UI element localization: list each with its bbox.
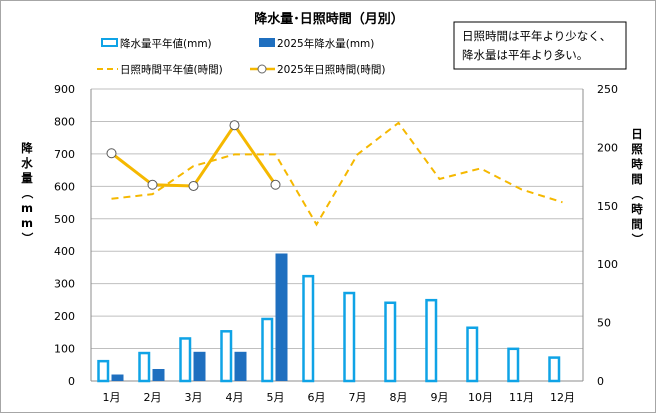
bar-normal-precip xyxy=(343,291,356,383)
bar-2025-precip xyxy=(275,253,288,381)
left-tick-label: 700 xyxy=(54,148,75,161)
annotation-line-2: 降水量は平年より多い。 xyxy=(462,48,588,62)
right-tick-label: 250 xyxy=(597,83,618,96)
left-tick-label: 200 xyxy=(54,310,75,323)
marker-2025-sunshine xyxy=(188,180,199,191)
left-tick-label: 900 xyxy=(54,83,75,96)
marker-2025-sunshine xyxy=(229,120,240,131)
x-tick-label: 4月 xyxy=(226,391,244,404)
legend-swatch-normal-precip xyxy=(101,38,118,47)
x-tick-label: 6月 xyxy=(308,391,326,404)
annotation-box: 日照時間は平年より少なく、 降水量は平年より多い。 xyxy=(453,21,627,70)
y-axis-label-right-char: （ xyxy=(630,188,644,200)
left-tick-label: 800 xyxy=(54,115,75,128)
legend-label-normal-precip: 降水量平年値(mm) xyxy=(120,37,212,50)
left-tick-label: 300 xyxy=(54,278,75,291)
y-axis-label-right-char: 時 xyxy=(631,202,643,216)
bar-normal-precip xyxy=(138,351,151,383)
bar-2025-precip xyxy=(152,368,165,381)
line-normal-sunshine xyxy=(111,121,563,227)
x-tick-label: 7月 xyxy=(349,391,367,404)
y-axis-label-left: 降水量 （ mm ） xyxy=(20,141,34,244)
legend-swatch-2025-precip xyxy=(259,38,275,47)
left-tick-label: 400 xyxy=(54,245,75,258)
marker-2025-sunshine xyxy=(270,179,281,190)
y-axis-label-right-char: 照 xyxy=(631,142,643,156)
right-tick-label: 50 xyxy=(597,317,611,330)
lines xyxy=(106,120,563,227)
right-tick-label: 200 xyxy=(597,141,618,154)
x-tick-label: 12月 xyxy=(550,391,575,404)
left-axis-ticks: 0 100 200 300 400 500 600 700 800 900 xyxy=(54,83,75,388)
right-tick-label: 0 xyxy=(597,375,604,388)
bars xyxy=(97,253,561,383)
x-tick-label: 2月 xyxy=(144,391,162,404)
bar-normal-precip xyxy=(425,298,438,383)
x-tick-label: 10月 xyxy=(468,391,493,404)
y-axis-label-right-char: ） xyxy=(630,233,644,245)
y-axis-label-left-char: 水 xyxy=(21,156,33,170)
legend-item-normal-sunshine: 日照時間平年値(時間) xyxy=(97,63,223,76)
legend-marker-2025-sunshine xyxy=(257,64,267,74)
y-axis-label-left-char: （ xyxy=(20,187,34,199)
x-axis-ticks: 1月 2月 3月 4月 5月 6月 7月 8月 9月 10月 11月 12月 xyxy=(103,391,576,404)
x-tick-label: 5月 xyxy=(267,391,285,404)
x-tick-label: 1月 xyxy=(103,391,121,404)
chart: 降水量･日照時間（月別） 010020030040050060070080090… xyxy=(20,11,644,404)
right-axis-ticks: 0 50 100 150 200 250 xyxy=(597,83,618,388)
bar-normal-precip xyxy=(507,347,520,383)
legend-label-2025-precip: 2025年降水量(mm) xyxy=(277,37,374,50)
y-axis-label-left-char: 降 xyxy=(21,141,33,155)
bar-normal-precip xyxy=(302,274,315,383)
bar-normal-precip xyxy=(261,317,274,383)
x-tick-label: 11月 xyxy=(509,391,534,404)
left-tick-label: 0 xyxy=(68,375,75,388)
bar-normal-precip xyxy=(179,337,192,383)
chart-title: 降水量･日照時間（月別） xyxy=(254,11,404,27)
x-tick-label: 9月 xyxy=(431,391,449,404)
legend-label-normal-sunshine: 日照時間平年値(時間) xyxy=(120,63,223,76)
y-axis-label-right-char: 日 xyxy=(631,127,643,141)
y-axis-label-right-char: 時 xyxy=(631,157,643,171)
y-axis-label-left-char: ） xyxy=(20,232,34,244)
bar-normal-precip xyxy=(220,330,233,383)
bar-2025-precip xyxy=(111,374,124,381)
x-tick-label: 8月 xyxy=(390,391,408,404)
bar-normal-precip xyxy=(384,301,397,383)
line-2025-sunshine xyxy=(110,122,277,188)
y-axis-label-right: 日照時間（時間） xyxy=(630,127,644,245)
left-tick-label: 100 xyxy=(54,343,75,356)
y-axis-label-right-char: 間 xyxy=(631,217,643,231)
y-axis-label-left-char: 量 xyxy=(21,171,33,185)
bar-normal-precip xyxy=(466,326,479,383)
annotation-border xyxy=(453,21,627,70)
y-axis-label-left-char: m xyxy=(21,216,33,230)
right-tick-label: 100 xyxy=(597,258,618,271)
legend: 降水量平年値(mm) 2025年降水量(mm) 日照時間平年値(時間) 2025… xyxy=(97,37,385,76)
chart-frame: 降水量･日照時間（月別） 0 100 200 300 400 500 600 700 800 90… xyxy=(0,0,656,413)
legend-label-2025-sunshine: 2025年日照時間(時間) xyxy=(277,63,385,76)
marker-2025-sunshine xyxy=(106,148,117,159)
annotation-line-1: 日照時間は平年より少なく、 xyxy=(462,29,611,43)
bar-2025-precip xyxy=(193,351,206,381)
y-axis-label-right-char: 間 xyxy=(631,172,643,186)
y-axis-label-left-char: m xyxy=(21,201,33,215)
left-tick-label: 600 xyxy=(54,180,75,193)
bar-normal-precip xyxy=(548,356,561,383)
right-tick-label: 150 xyxy=(597,200,618,213)
grid xyxy=(90,88,584,382)
bar-2025-precip xyxy=(234,351,247,381)
legend-item-2025-sunshine: 2025年日照時間(時間) xyxy=(250,63,385,76)
x-tick-label: 3月 xyxy=(185,391,203,404)
left-tick-label: 500 xyxy=(54,213,75,226)
legend-item-normal-precip: 降水量平年値(mm) xyxy=(101,37,212,50)
marker-2025-sunshine xyxy=(147,179,158,190)
legend-item-2025-precip: 2025年降水量(mm) xyxy=(259,37,374,50)
bar-normal-precip xyxy=(97,359,110,383)
